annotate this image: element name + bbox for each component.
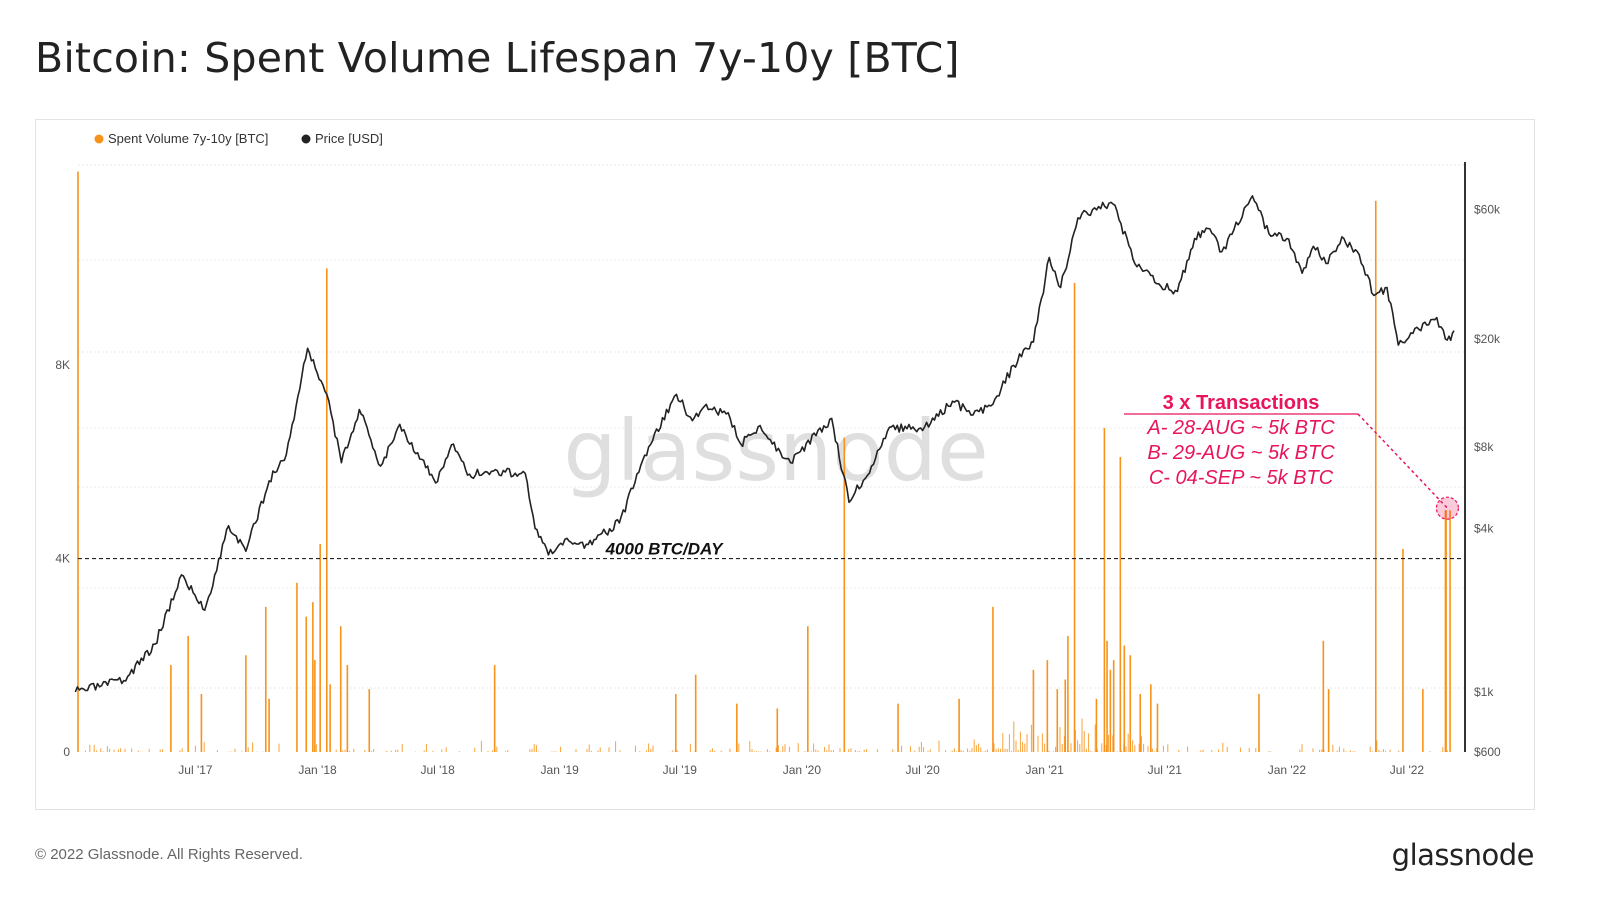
legend-label-volume: Spent Volume 7y-10y [BTC] — [108, 131, 268, 146]
copyright-text: © 2022 Glassnode. All Rights Reserved. — [35, 846, 303, 863]
page-title: Bitcoin: Spent Volume Lifespan 7y-10y [B… — [35, 34, 960, 82]
x-tick-label: Jul '19 — [663, 763, 698, 777]
legend-label-price: Price [USD] — [315, 131, 383, 146]
x-tick-label: Jan '19 — [541, 763, 580, 777]
x-tick-label: Jul '22 — [1390, 763, 1425, 777]
brand-logo[interactable]: glassnode — [1391, 838, 1535, 872]
y-left-tick-label: 4K — [55, 552, 70, 566]
x-tick-label: Jan '18 — [298, 763, 337, 777]
y-right-tick-label: $8k — [1474, 440, 1494, 454]
annotation-connector — [1357, 413, 1448, 509]
x-tick-label: Jul '20 — [905, 763, 940, 777]
y-right-tick-label: $60k — [1474, 203, 1501, 217]
y-right-tick-label: $4k — [1474, 522, 1494, 536]
annotation-line: A- 28-AUG ~ 5k BTC — [1146, 417, 1335, 439]
y-right-tick-label: $1k — [1474, 685, 1494, 699]
annotation-line: C- 04-SEP ~ 5k BTC — [1149, 467, 1334, 489]
volume-noise-group — [84, 718, 1457, 752]
reference-line-label: 4000 BTC/DAY — [605, 540, 724, 559]
x-tick-label: Jan '22 — [1268, 763, 1307, 777]
chart-panel: glassnode 0 4K 8K $600 $1k $4k $8k $20k $60k Jul '… — [35, 119, 1535, 810]
annotation-highlight-circle — [1435, 496, 1460, 520]
y-left-tick-label: 8K — [55, 358, 70, 372]
legend-swatch-volume — [94, 134, 104, 144]
x-tick-label: Jul '18 — [420, 763, 455, 777]
y-right-tick-label: $600 — [1474, 745, 1501, 759]
x-tick-label: Jan '20 — [783, 763, 822, 777]
y-left-tick-label: 0 — [63, 745, 70, 759]
x-tick-label: Jul '21 — [1148, 763, 1183, 777]
x-tick-label: Jul '17 — [178, 763, 213, 777]
annotation-line: B- 29-AUG ~ 5k BTC — [1147, 442, 1335, 464]
x-tick-label: Jan '21 — [1026, 763, 1065, 777]
price-line — [74, 195, 1455, 693]
y-right-tick-label: $20k — [1474, 332, 1501, 346]
legend-swatch-price — [301, 134, 311, 144]
annotation-title: 3 x Transactions — [1163, 392, 1320, 414]
